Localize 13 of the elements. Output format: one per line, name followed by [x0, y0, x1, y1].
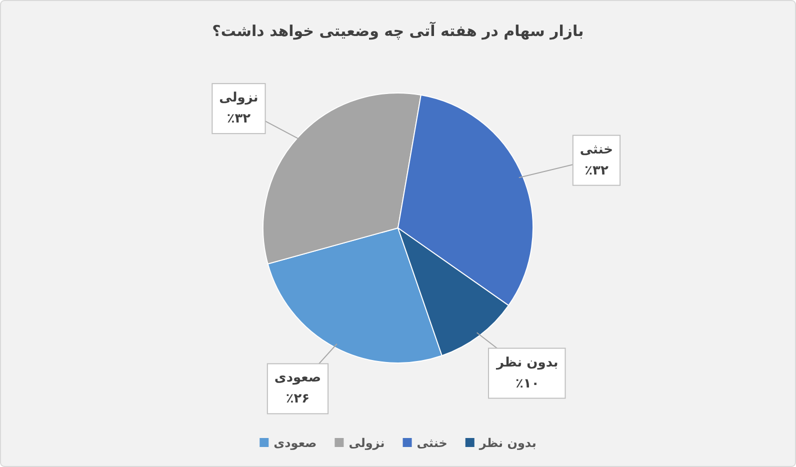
slice-label: صعودی — [274, 370, 322, 386]
legend-label: نزولی — [348, 436, 385, 450]
slice-label: خنثی — [580, 142, 614, 158]
chart-title: بازار سهام در هفته آتی چه وضعیتی خواهد داشت؟ — [212, 21, 584, 40]
legend-label: خنثی — [416, 436, 448, 450]
slice-label: بدون نظر — [496, 355, 558, 370]
data-label: ٪۳۲ — [226, 112, 251, 127]
data-label: ٪۳۲ — [584, 163, 608, 178]
legend-label: بدون نظر — [478, 436, 536, 450]
data-label: ٪۲۶ — [286, 392, 310, 407]
data-label: ٪۱۰ — [515, 376, 540, 392]
slice-label: نزولی — [219, 90, 258, 106]
legend-label: صعودی — [274, 436, 317, 450]
